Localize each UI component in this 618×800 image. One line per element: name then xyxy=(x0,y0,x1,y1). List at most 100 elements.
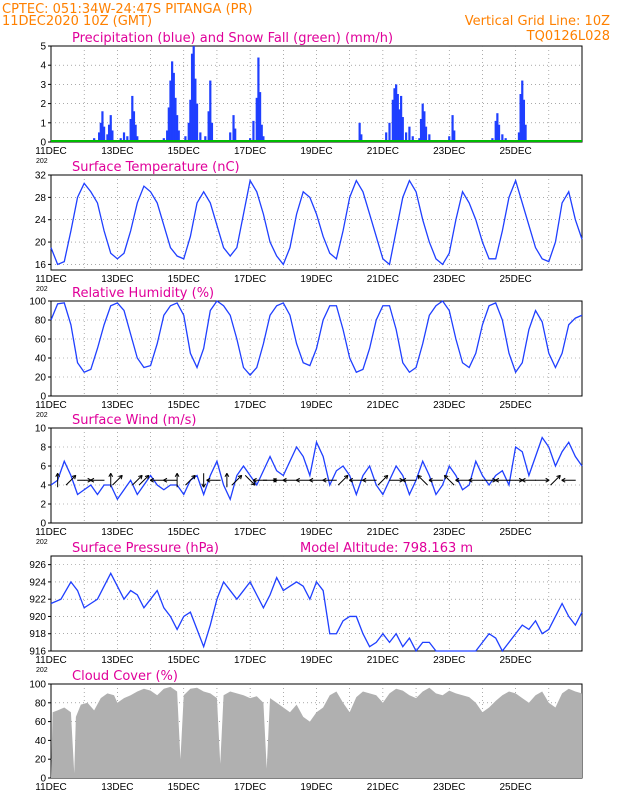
wind-arrow-head xyxy=(282,479,287,483)
x-tick-label: 25DEC xyxy=(500,782,532,793)
wind-arrow xyxy=(185,474,196,486)
y-tick-label: 80 xyxy=(35,698,47,709)
precip-bar xyxy=(524,124,527,142)
panel-5: 916 918 920 922 924 926 11DEC 13DEC 15DEC 17DEC 19… xyxy=(29,541,583,674)
precip-bar xyxy=(419,118,423,142)
precip-bar xyxy=(101,111,104,142)
wind-arrow-head xyxy=(282,477,287,481)
wind-arrow-head xyxy=(561,477,566,481)
panel-6: 0 20 40 60 80 100 11DEC 13DEC 15DEC 17DEC 19DEC 21D… xyxy=(29,669,583,793)
x-tick-label: 15DEC xyxy=(168,527,200,538)
y-tick-label: 20 xyxy=(35,238,47,249)
x-tick-label: 21DEC xyxy=(367,782,399,793)
y-tick-label: 2 xyxy=(40,99,46,110)
precip-bar xyxy=(517,132,521,142)
wind-arrow-head xyxy=(455,479,460,483)
wind-arrow-head xyxy=(163,479,168,483)
precip-bar xyxy=(360,134,363,142)
wind-arrow-head xyxy=(252,477,257,481)
x-tick-label: 15DEC xyxy=(168,274,200,285)
wind-arrow-head xyxy=(191,474,196,477)
panel-annotation: Model Altitude: 798.163 m xyxy=(300,541,473,556)
y-tick-label: 5 xyxy=(40,42,46,53)
precip-bar xyxy=(184,136,187,142)
precip-bar xyxy=(400,95,403,142)
y-tick-label: 100 xyxy=(29,680,46,691)
wind-arrow xyxy=(65,474,77,486)
wind-arrow-head xyxy=(561,479,566,483)
precip-bar xyxy=(106,134,109,142)
wind-arrow-head xyxy=(118,474,123,477)
y-tick-label: 32 xyxy=(35,171,47,182)
y-tick-label: 40 xyxy=(35,736,47,747)
x-tick-label: 19DEC xyxy=(300,274,332,285)
y-tick-label: 80 xyxy=(35,316,47,327)
wind-arrow-head xyxy=(149,477,154,481)
x-tick-label: 25DEC xyxy=(500,400,532,411)
y-tick-label: 0 xyxy=(40,774,46,785)
precip-bar xyxy=(501,134,504,142)
precip-bar xyxy=(190,53,194,142)
precip-bar xyxy=(398,109,401,142)
y-tick-label: 24 xyxy=(35,215,47,226)
precip-bar xyxy=(136,136,139,142)
panel-title: Surface Temperature (nC) xyxy=(72,160,240,175)
precip-bar xyxy=(199,132,202,142)
y-tick-label: 918 xyxy=(29,629,46,640)
wind-arrow-head xyxy=(545,479,550,483)
wind-arrow-head xyxy=(402,477,407,481)
y-tick-label: 0 xyxy=(40,138,46,149)
wind-arrow-head xyxy=(149,479,154,483)
wind-arrow-head xyxy=(386,475,389,480)
series-line xyxy=(50,178,583,266)
precip-bar xyxy=(521,80,524,142)
precip-bar xyxy=(172,72,175,142)
precip-bar xyxy=(411,136,414,142)
wind-arrow xyxy=(231,474,243,486)
x-year-label: 202 xyxy=(36,667,48,674)
x-tick-label: 13DEC xyxy=(101,274,133,285)
precip-bar xyxy=(496,113,499,142)
grid-note: Vertical Grid Line: 10Z xyxy=(465,14,610,29)
x-tick-label: 13DEC xyxy=(101,146,133,157)
y-tick-label: 924 xyxy=(29,577,46,588)
x-tick-label: 13DEC xyxy=(101,527,133,538)
x-tick-label: 11DEC xyxy=(35,274,67,285)
precip-bar xyxy=(401,117,404,142)
x-tick-label: 17DEC xyxy=(234,782,266,793)
y-tick-label: 0 xyxy=(40,519,46,530)
x-tick-label: 11DEC xyxy=(35,146,67,157)
wind-arrow-head xyxy=(201,483,205,488)
x-year-label: 202 xyxy=(36,286,48,293)
precip-bar xyxy=(187,122,190,142)
precip-bar xyxy=(132,111,136,142)
y-tick-label: 0 xyxy=(40,392,46,403)
x-tick-label: 17DEC xyxy=(234,146,266,157)
x-tick-label: 13DEC xyxy=(101,655,133,666)
wind-arrow-head xyxy=(272,477,277,481)
precip-bar xyxy=(391,99,394,142)
model-code: TQ0126L028 xyxy=(526,29,610,44)
wind-arrow-head xyxy=(147,475,150,480)
panel-1: 0 1 2 3 4 5 11DEC 13DEC 15DEC 17DEC 19DEC 21DEC 23DE… xyxy=(35,31,583,165)
precip-bar xyxy=(385,132,388,142)
precip-bar xyxy=(177,130,180,142)
y-tick-label: 920 xyxy=(29,612,46,623)
wind-arrow-head xyxy=(140,475,143,480)
precip-bar xyxy=(209,80,212,142)
wind-arrow-head xyxy=(144,474,149,477)
precip-bar xyxy=(258,92,262,142)
precip-bar xyxy=(393,88,396,142)
precip-bar xyxy=(174,97,177,142)
precip-bar xyxy=(166,130,169,142)
x-tick-label: 15DEC xyxy=(168,146,200,157)
wind-arrow-head xyxy=(309,477,314,481)
panel-2: 16 20 24 28 32 11DEC 13DEC 15DEC 17DEC 19DEC 21DEC… xyxy=(35,160,583,293)
x-year-label: 202 xyxy=(36,412,48,419)
wind-arrow-head xyxy=(226,473,230,478)
precip-bar xyxy=(255,97,258,142)
precip-bar xyxy=(122,132,126,142)
precip-bar xyxy=(262,136,265,142)
y-tick-label: 10 xyxy=(35,424,47,435)
x-tick-label: 21DEC xyxy=(367,655,399,666)
